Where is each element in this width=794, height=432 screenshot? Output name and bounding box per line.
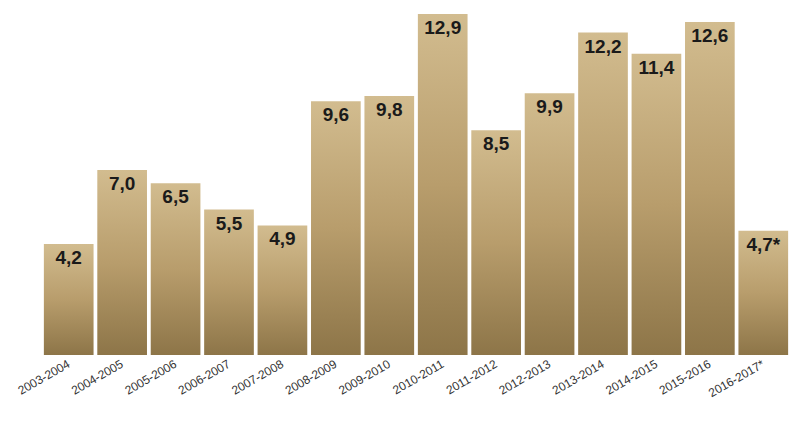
svg-text:9,9: 9,9 bbox=[536, 96, 562, 117]
svg-text:5,5: 5,5 bbox=[216, 213, 243, 234]
svg-text:2014-2015: 2014-2015 bbox=[603, 357, 660, 398]
svg-text:12,9: 12,9 bbox=[424, 17, 461, 38]
svg-text:2016-2017*: 2016-2017* bbox=[706, 357, 767, 400]
svg-text:2015-2016: 2015-2016 bbox=[657, 357, 714, 398]
svg-text:2009-2010: 2009-2010 bbox=[336, 357, 393, 398]
svg-text:2012-2013: 2012-2013 bbox=[496, 357, 553, 398]
svg-text:2007-2008: 2007-2008 bbox=[229, 357, 286, 398]
svg-text:2010-2011: 2010-2011 bbox=[390, 357, 446, 398]
svg-text:4,9: 4,9 bbox=[269, 228, 295, 249]
svg-text:2006-2007: 2006-2007 bbox=[176, 357, 233, 398]
svg-text:12,6: 12,6 bbox=[691, 25, 728, 46]
svg-text:7,0: 7,0 bbox=[109, 173, 135, 194]
svg-text:2013-2014: 2013-2014 bbox=[550, 357, 607, 398]
svg-text:4,2: 4,2 bbox=[56, 247, 82, 268]
svg-text:12,2: 12,2 bbox=[585, 36, 622, 57]
svg-text:6,5: 6,5 bbox=[162, 186, 189, 207]
svg-text:2003-2004: 2003-2004 bbox=[16, 357, 73, 398]
svg-text:9,8: 9,8 bbox=[376, 99, 402, 120]
svg-text:2011-2012: 2011-2012 bbox=[444, 357, 500, 398]
svg-text:11,4: 11,4 bbox=[638, 57, 674, 78]
svg-text:2005-2006: 2005-2006 bbox=[122, 357, 179, 398]
svg-text:9,6: 9,6 bbox=[323, 104, 349, 125]
svg-text:8,5: 8,5 bbox=[483, 133, 510, 154]
svg-text:2004-2005: 2004-2005 bbox=[69, 357, 126, 398]
svg-text:2008-2009: 2008-2009 bbox=[283, 357, 340, 398]
svg-text:4,7*: 4,7* bbox=[746, 234, 780, 255]
